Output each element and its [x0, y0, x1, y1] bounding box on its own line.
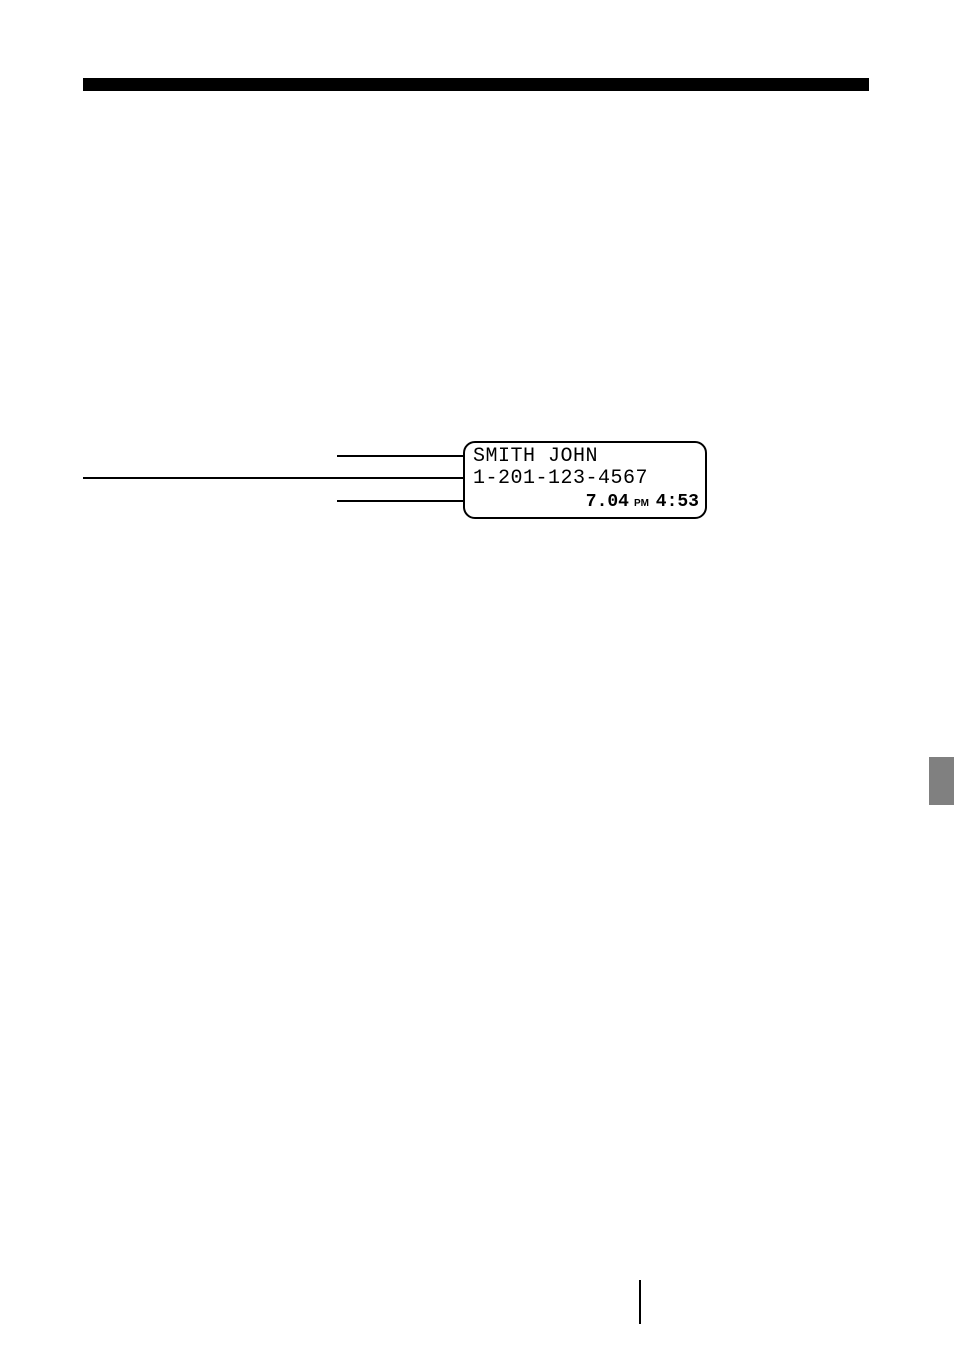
caller-name: SMITH JOHN	[473, 447, 598, 467]
footer-divider	[639, 1280, 641, 1324]
caller-phone: 1-201-123-4567	[473, 469, 648, 489]
caller-date: 7.04	[586, 492, 629, 512]
header-rule	[83, 78, 869, 91]
caller-time: 4:53	[656, 492, 699, 512]
callout-leader-name	[337, 455, 465, 457]
side-tab	[929, 757, 954, 805]
page: SMITH JOHN 1-201-123-4567 7.04 PM 4:53	[0, 0, 954, 1352]
caller-ampm: PM	[634, 498, 649, 509]
callout-leader-phone	[83, 477, 465, 479]
caller-id-display: SMITH JOHN 1-201-123-4567 7.04 PM 4:53	[463, 441, 707, 519]
caller-datetime-row: 7.04 PM 4:53	[465, 492, 705, 514]
